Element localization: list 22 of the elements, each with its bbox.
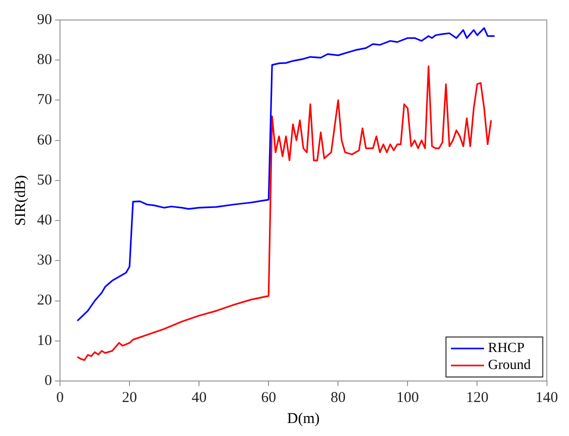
x-tick-label: 0 [56,390,64,406]
x-tick-label: 140 [536,390,558,406]
x-tick-label: 80 [330,390,346,406]
y-tick-label: 60 [37,132,52,148]
y-tick-label: 50 [37,172,52,188]
x-tick-label: 100 [396,390,419,406]
legend-label: Ground [488,358,531,374]
y-tick-label: 20 [37,292,52,309]
x-tick-label: 120 [466,390,488,406]
y-tick-label: 40 [37,212,52,228]
y-tick-label: 10 [37,332,52,349]
y-tick-label: 30 [37,252,52,269]
y-tick-label: 0 [44,372,52,389]
y-axis-title: SIR(dB) [12,175,29,226]
x-axis-title: D(m) [287,410,320,427]
y-tick-label: 70 [37,92,52,108]
x-tick-label: 40 [192,390,207,406]
x-tick-label: 60 [261,390,276,406]
x-tick-label: 20 [122,390,138,406]
y-tick-label: 90 [37,12,52,28]
y-tick-label: 80 [37,52,52,68]
legend-label: RHCP [488,341,525,356]
